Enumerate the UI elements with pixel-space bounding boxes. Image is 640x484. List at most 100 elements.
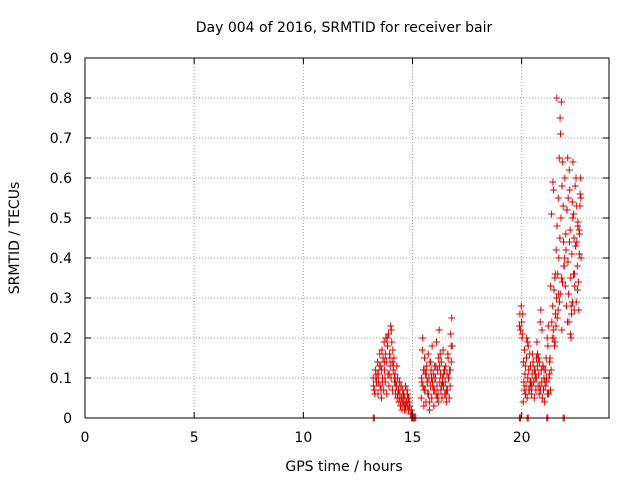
data-point <box>445 394 453 402</box>
data-point <box>391 370 399 378</box>
data-point <box>565 166 573 174</box>
data-point <box>534 354 542 362</box>
data-point <box>556 234 564 242</box>
data-point <box>372 374 380 382</box>
data-point <box>538 326 546 334</box>
data-point <box>562 246 570 254</box>
data-point <box>397 382 405 390</box>
data-point <box>434 398 442 406</box>
data-point <box>392 378 400 386</box>
data-point <box>538 394 546 402</box>
data-point <box>573 262 581 270</box>
data-point <box>570 306 578 314</box>
data-point <box>423 378 431 386</box>
x-tick-label: 10 <box>294 430 312 446</box>
x-tick-label: 5 <box>190 430 199 446</box>
data-point <box>564 258 572 266</box>
data-point <box>418 346 426 354</box>
data-point <box>573 238 581 246</box>
data-point <box>574 286 582 294</box>
data-point <box>557 98 565 106</box>
data-point <box>523 394 531 402</box>
data-point <box>384 330 392 338</box>
data-point <box>576 190 584 198</box>
data-point <box>442 390 450 398</box>
data-point <box>521 346 529 354</box>
data-point <box>383 390 391 398</box>
data-point <box>438 378 446 386</box>
data-point <box>525 386 533 394</box>
data-point <box>545 370 553 378</box>
data-point <box>522 390 530 398</box>
data-point <box>433 394 441 402</box>
data-point <box>576 202 584 210</box>
data-point <box>430 402 438 410</box>
axis-ticks: 0 5 10 15 20 0 0.1 0.2 0.3 0.4 0.5 0.6 0.7 0.8 0.9 <box>50 51 609 446</box>
data-point <box>567 302 575 310</box>
x-tick-label: 0 <box>81 430 90 446</box>
data-point <box>524 374 532 382</box>
data-point <box>555 298 563 306</box>
data-point <box>429 382 437 390</box>
data-point <box>371 366 379 374</box>
data-point <box>558 274 566 282</box>
data-point <box>536 358 544 366</box>
data-point <box>420 386 428 394</box>
data-point <box>403 398 411 406</box>
data-point <box>370 382 378 390</box>
data-point <box>428 342 436 350</box>
data-point <box>403 390 411 398</box>
x-tick-label: 20 <box>513 430 531 446</box>
data-point <box>551 338 559 346</box>
data-point <box>396 394 404 402</box>
data-point <box>438 382 446 390</box>
data-point <box>375 362 383 370</box>
data-point <box>564 194 572 202</box>
x-tick-label: 15 <box>404 430 422 446</box>
data-point <box>570 210 578 218</box>
data-point <box>555 290 563 298</box>
data-point <box>571 282 579 290</box>
x-axis-label: GPS time / hours <box>285 459 402 475</box>
y-tick-label: 0.4 <box>50 251 72 267</box>
data-point <box>448 314 456 322</box>
data-point <box>553 314 561 322</box>
data-point <box>447 330 455 338</box>
data-point <box>445 374 453 382</box>
data-point <box>395 386 403 394</box>
data-point <box>539 362 547 370</box>
data-point <box>562 230 570 238</box>
data-point <box>407 406 415 414</box>
data-point <box>530 366 538 374</box>
data-point <box>555 254 563 262</box>
data-point <box>406 402 414 410</box>
data-point <box>521 362 529 370</box>
data-point <box>379 354 387 362</box>
plot-frame <box>84 57 610 419</box>
data-point <box>560 262 568 270</box>
y-tick-label: 0.7 <box>50 131 72 147</box>
chart-title: Day 004 of 2016, SRMTID for receiver bai… <box>196 20 493 36</box>
data-point <box>421 366 429 374</box>
data-point <box>394 390 402 398</box>
data-point <box>566 330 574 338</box>
data-point <box>553 222 561 230</box>
data-point <box>387 322 395 330</box>
y-tick-label: 0 <box>63 411 72 427</box>
data-point <box>527 390 535 398</box>
data-point <box>557 214 565 222</box>
data-point <box>563 206 571 214</box>
data-point <box>523 334 531 342</box>
data-points <box>369 94 585 422</box>
data-point <box>545 390 553 398</box>
data-point <box>575 250 583 258</box>
y-axis-label: SRMTID / TECUs <box>7 182 23 295</box>
y-tick-label: 0.3 <box>50 291 72 307</box>
data-point <box>432 362 440 370</box>
data-point <box>557 130 565 138</box>
data-point <box>439 346 447 354</box>
data-point <box>425 398 433 406</box>
data-point <box>559 158 567 166</box>
data-point <box>374 358 382 366</box>
